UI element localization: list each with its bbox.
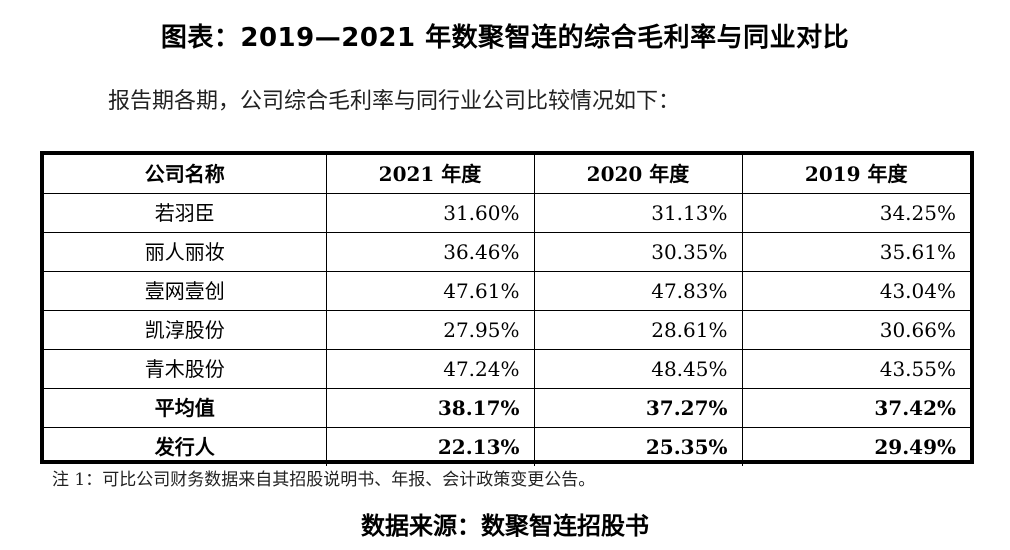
table-header-row: 公司名称 2021 年度 2020 年度 2019 年度 — [44, 155, 970, 194]
value-cell-2021: 36.46% — [325, 232, 535, 272]
header-2020: 2020 年度 — [533, 155, 743, 194]
value-cell-2021: 27.95% — [325, 310, 535, 350]
value-cell-2021: 47.24% — [325, 349, 535, 389]
issuer-label-cell: 发行人 — [44, 427, 327, 466]
data-source: 数据来源：数聚智连招股书 — [361, 511, 649, 540]
header-2019: 2019 年度 — [741, 155, 970, 194]
gross-margin-table: 公司名称 2021 年度 2020 年度 2019 年度 若羽臣 31.60% … — [40, 151, 974, 466]
table-row: 壹网壹创 47.61% 47.83% 43.04% — [44, 271, 970, 311]
page-title: 图表：2019—2021 年数聚智连的综合毛利率与同业对比 — [160, 23, 850, 53]
average-label-cell: 平均值 — [44, 388, 327, 428]
table-row: 丽人丽妆 36.46% 30.35% 35.61% — [44, 232, 970, 272]
table-row: 青木股份 47.24% 48.45% 43.55% — [44, 349, 970, 389]
header-2021: 2021 年度 — [325, 155, 535, 194]
average-row: 平均值 38.17% 37.27% 37.42% — [44, 388, 970, 428]
issuer-value-2020: 25.35% — [533, 427, 743, 466]
company-name-cell: 青木股份 — [44, 349, 327, 389]
issuer-value-2021: 22.13% — [325, 427, 535, 466]
footnote: 注 1：可比公司财务数据来自其招股说明书、年报、会计政策变更公告。 — [52, 470, 596, 490]
company-name-cell: 若羽臣 — [44, 193, 327, 233]
value-cell-2019: 34.25% — [741, 193, 970, 233]
value-cell-2019: 43.55% — [741, 349, 970, 389]
value-cell-2021: 47.61% — [325, 271, 535, 311]
value-cell-2020: 30.35% — [533, 232, 743, 272]
intro-paragraph: 报告期各期，公司综合毛利率与同行业公司比较情况如下： — [108, 89, 681, 114]
comparison-table: 公司名称 2021 年度 2020 年度 2019 年度 若羽臣 31.60% … — [44, 155, 970, 466]
table-row: 凯淳股份 27.95% 28.61% 30.66% — [44, 310, 970, 350]
issuer-value-2019: 29.49% — [741, 427, 970, 466]
value-cell-2020: 47.83% — [533, 271, 743, 311]
value-cell-2019: 30.66% — [741, 310, 970, 350]
company-name-cell: 丽人丽妆 — [44, 232, 327, 272]
company-name-cell: 壹网壹创 — [44, 271, 327, 311]
value-cell-2019: 35.61% — [741, 232, 970, 272]
value-cell-2020: 28.61% — [533, 310, 743, 350]
value-cell-2020: 31.13% — [533, 193, 743, 233]
table-row: 若羽臣 31.60% 31.13% 34.25% — [44, 193, 970, 233]
average-value-2020: 37.27% — [533, 388, 743, 428]
header-company-name: 公司名称 — [44, 155, 327, 194]
average-value-2021: 38.17% — [325, 388, 535, 428]
value-cell-2019: 43.04% — [741, 271, 970, 311]
average-value-2019: 37.42% — [741, 388, 970, 428]
company-name-cell: 凯淳股份 — [44, 310, 327, 350]
issuer-row: 发行人 22.13% 25.35% 29.49% — [44, 427, 970, 466]
value-cell-2021: 31.60% — [325, 193, 535, 233]
value-cell-2020: 48.45% — [533, 349, 743, 389]
